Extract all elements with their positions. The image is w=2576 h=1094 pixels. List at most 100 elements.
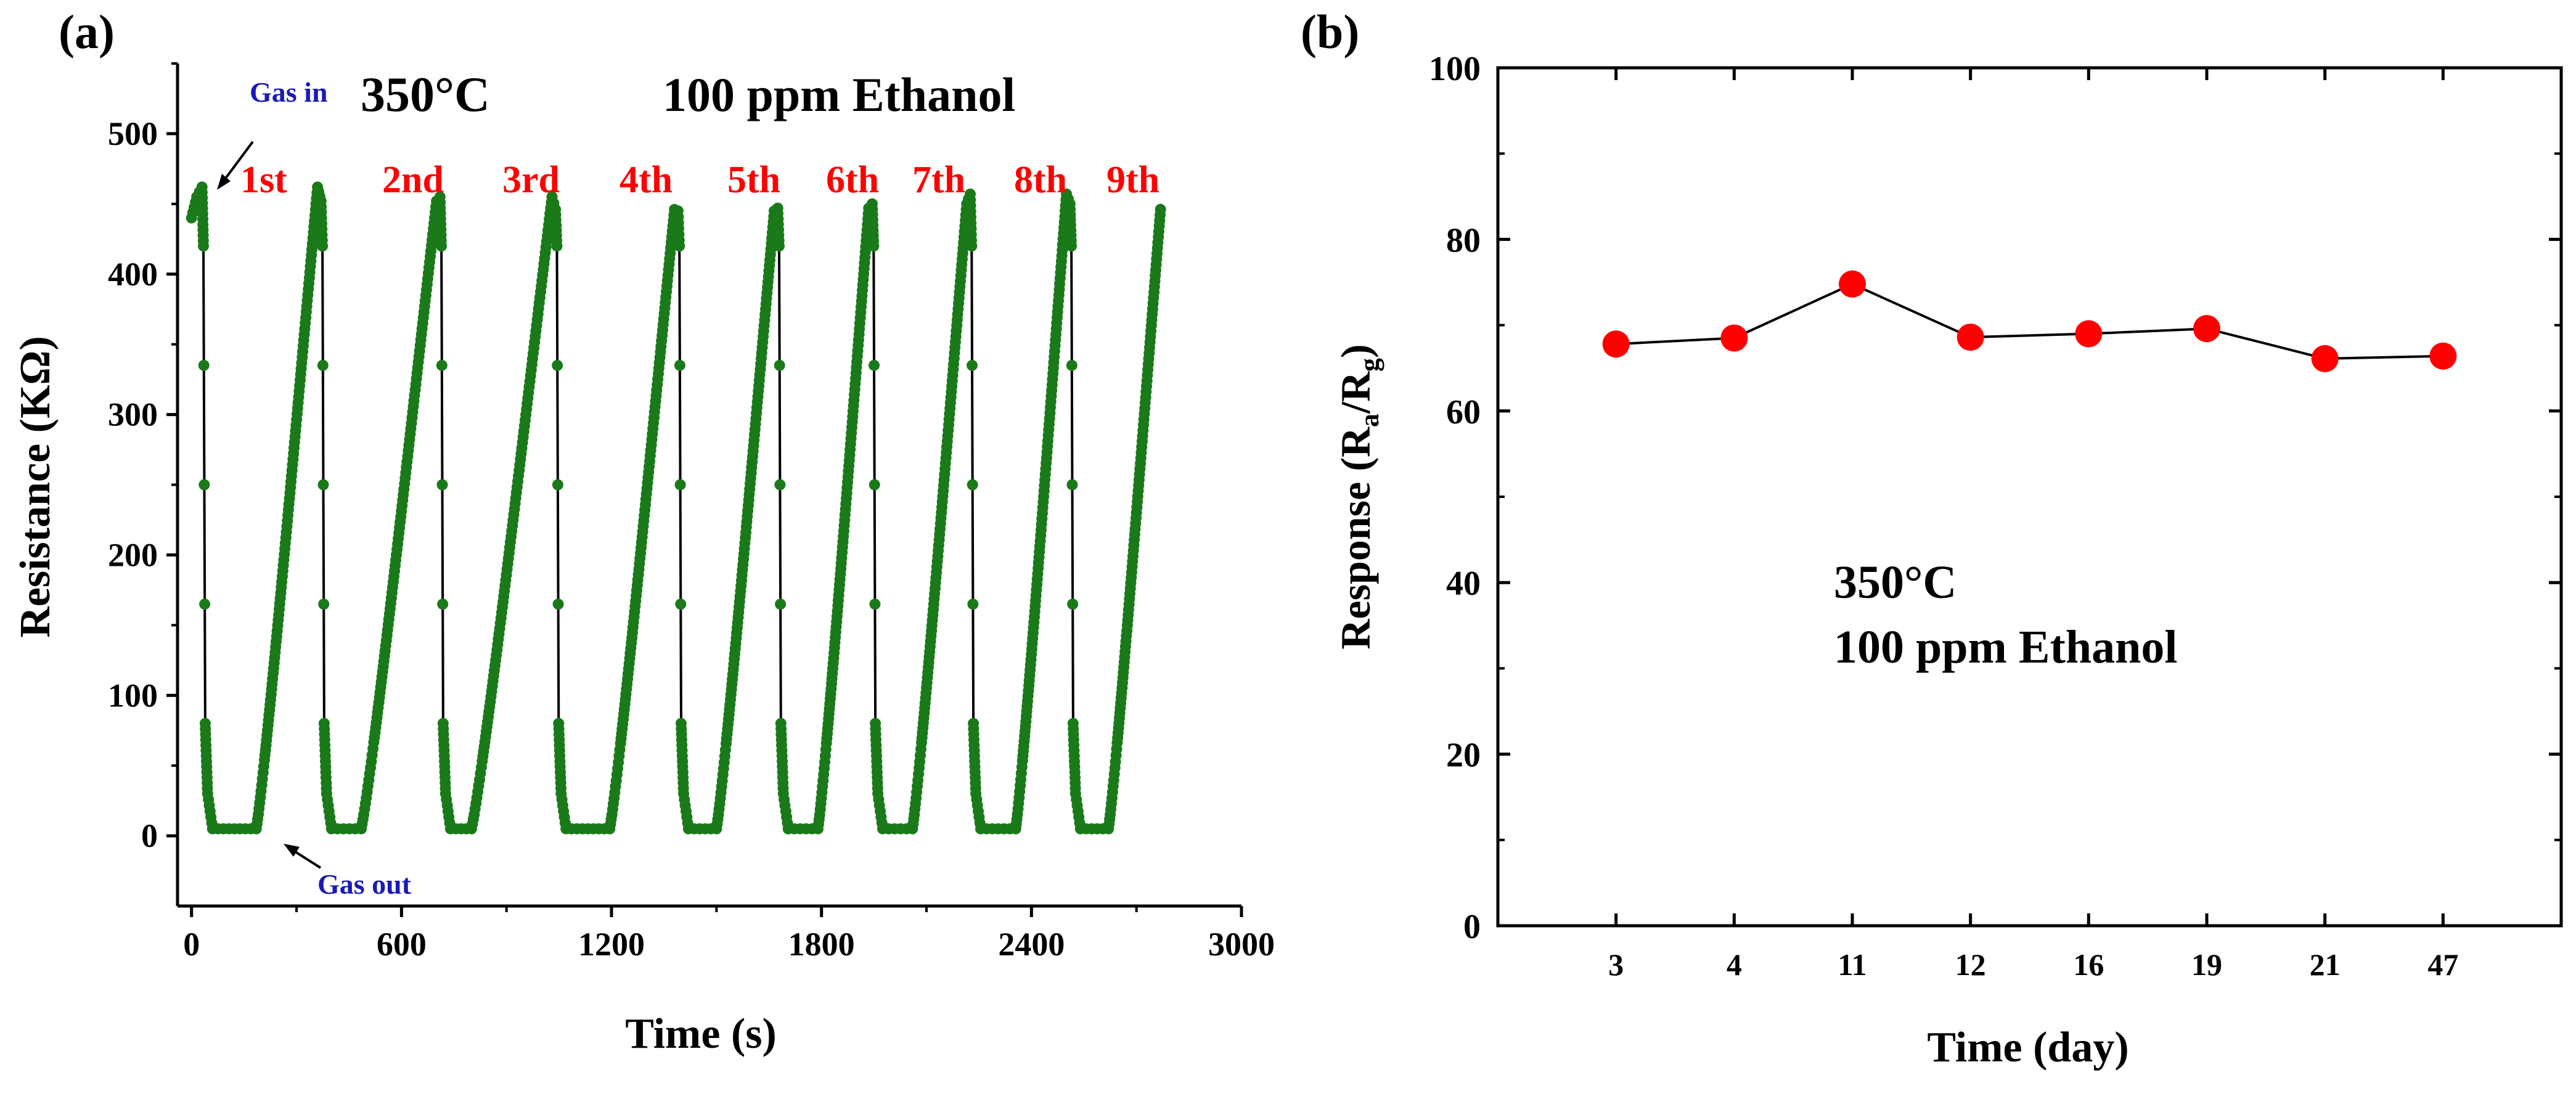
panel-a-y-tick-label: 500 (108, 115, 158, 152)
response-point-day-3 (1602, 330, 1630, 358)
panel-b-data-layer (1602, 270, 2457, 372)
response-point-day-47 (2429, 342, 2457, 370)
ylabel-mid: /R (1332, 371, 1379, 414)
panel-a-temperature-label: 350°C (361, 68, 490, 122)
resistance-point (1066, 359, 1077, 371)
panel-a-y-tick-label: 200 (108, 536, 158, 573)
gas-in-annotation: Gas in (250, 76, 328, 108)
resistance-point (868, 240, 880, 252)
panel-b-x-tick-label: 19 (2191, 947, 2222, 982)
panel-b-x-tick-label: 4 (1727, 947, 1742, 982)
cycle-label-2nd: 2nd (382, 159, 444, 201)
gas-out-annotation: Gas out (317, 868, 412, 900)
panel-b-y-tick-label: 80 (1446, 221, 1481, 259)
resistance-point (869, 359, 880, 371)
response-point-day-16 (2075, 320, 2103, 348)
cycle-label-4th: 4th (619, 159, 673, 201)
resistance-point (966, 240, 978, 252)
resistance-point (317, 359, 329, 371)
response-point-day-19 (2193, 315, 2220, 343)
resistance-point (774, 359, 785, 371)
resistance-point (552, 479, 563, 491)
panel-b-plot-frame (1496, 66, 2563, 928)
panel-b-x-tick-label: 21 (2310, 947, 2341, 982)
resistance-point (317, 479, 329, 491)
cycle-label-6th: 6th (826, 159, 879, 201)
response-point-day-21 (2311, 345, 2339, 372)
response-point-day-11 (1839, 270, 1866, 298)
cycle-label-8th: 8th (1014, 159, 1067, 201)
panel-a-axes (176, 63, 1241, 908)
cycle-label-7th: 7th (912, 159, 965, 201)
panel-b-x-tick-label: 11 (1838, 947, 1867, 982)
resistance-point (317, 240, 329, 252)
panel-a-data-layer (186, 181, 1166, 835)
resistance-point (551, 240, 563, 252)
resistance-point (1066, 479, 1078, 491)
resistance-point (967, 359, 978, 371)
resistance-point (437, 598, 449, 610)
panel-a-x-axis-title: Time (s) (625, 1010, 777, 1058)
response-point-day-4 (1720, 324, 1748, 352)
resistance-point (1067, 598, 1079, 610)
resistance-point (674, 240, 685, 252)
panel-b-y-tick-label: 40 (1446, 565, 1481, 603)
panel-b-label: (b) (1301, 5, 1359, 59)
resistance-point (774, 240, 785, 252)
response-line (1616, 282, 2443, 360)
resistance-point (967, 598, 979, 610)
resistance-point (674, 359, 685, 371)
resistance-point (436, 479, 448, 491)
gas-in-arrowhead (217, 174, 231, 190)
resistance-point (1066, 240, 1077, 252)
panel-b-response-chart: (b) 0 20 40 60 80 100 3 4 11 12 16 19 21 47 Response… (1301, 5, 2563, 1071)
resistance-markers (186, 181, 1166, 835)
panel-b-x-tick-label: 16 (2073, 947, 2104, 982)
panel-a-y-axis-title: Resistance (KΩ) (12, 336, 59, 638)
resistance-point (552, 598, 564, 610)
ylabel-sub-a: a (1354, 414, 1384, 427)
panel-b-x-axis-title: Time (day) (1927, 1024, 2128, 1071)
resistance-point (318, 598, 330, 610)
cycle-label-3rd: 3rd (502, 159, 560, 201)
panel-a-x-tick-label: 1800 (788, 926, 855, 963)
panel-b-x-tick-label: 47 (2427, 947, 2458, 982)
panel-a-resistance-chart: (a) 0 600 1200 1800 2400 3000 0 100 200 300 400 50… (12, 5, 1275, 1058)
cycle-label-1st: 1st (240, 159, 287, 201)
resistance-point (199, 598, 211, 610)
panel-a-y-tick-label: 0 (141, 817, 158, 854)
resistance-point (436, 240, 448, 252)
resistance-point (552, 359, 563, 371)
panel-a-y-tick-label: 100 (108, 677, 158, 714)
panel-b-gas-label: 100 ppm Ethanol (1834, 621, 2178, 673)
resistance-point (198, 479, 210, 491)
panel-b-y-tick-label: 60 (1446, 393, 1481, 431)
resistance-point (198, 240, 209, 252)
resistance-point (436, 359, 448, 371)
gas-out-arrowhead (284, 844, 300, 857)
panel-a-x-ticks: 0 600 1200 1800 2400 3000 (183, 906, 1275, 963)
panel-b-temperature-label: 350°C (1834, 557, 1957, 608)
panel-b-x-tick-label: 3 (1608, 947, 1624, 982)
resistance-point (1155, 203, 1166, 215)
resistance-point (869, 598, 881, 610)
resistance-point (774, 479, 786, 491)
ylabel-end: ) (1332, 344, 1379, 358)
panel-a-gas-label: 100 ppm Ethanol (663, 68, 1015, 121)
ylabel-sub-g: g (1354, 358, 1384, 372)
panel-b-x-tick-label: 12 (1955, 947, 1986, 982)
resistance-point (967, 479, 978, 491)
resistance-point (675, 598, 687, 610)
panel-a-x-tick-label: 0 (183, 926, 200, 963)
panel-a-y-ticks: 0 100 200 300 400 500 (108, 62, 178, 854)
resistance-point (869, 479, 880, 491)
panel-b-y-tick-label: 0 (1463, 908, 1481, 946)
panel-b-y-ticks: 0 20 40 60 80 100 (1429, 50, 2561, 946)
panel-b-y-tick-label: 100 (1429, 50, 1481, 88)
panel-a-label: (a) (59, 5, 115, 59)
ylabel-part-1: Response (R (1332, 427, 1379, 650)
panel-a-x-tick-label: 600 (377, 926, 427, 963)
resistance-point (198, 359, 210, 371)
cycle-label-9th: 9th (1106, 159, 1159, 201)
